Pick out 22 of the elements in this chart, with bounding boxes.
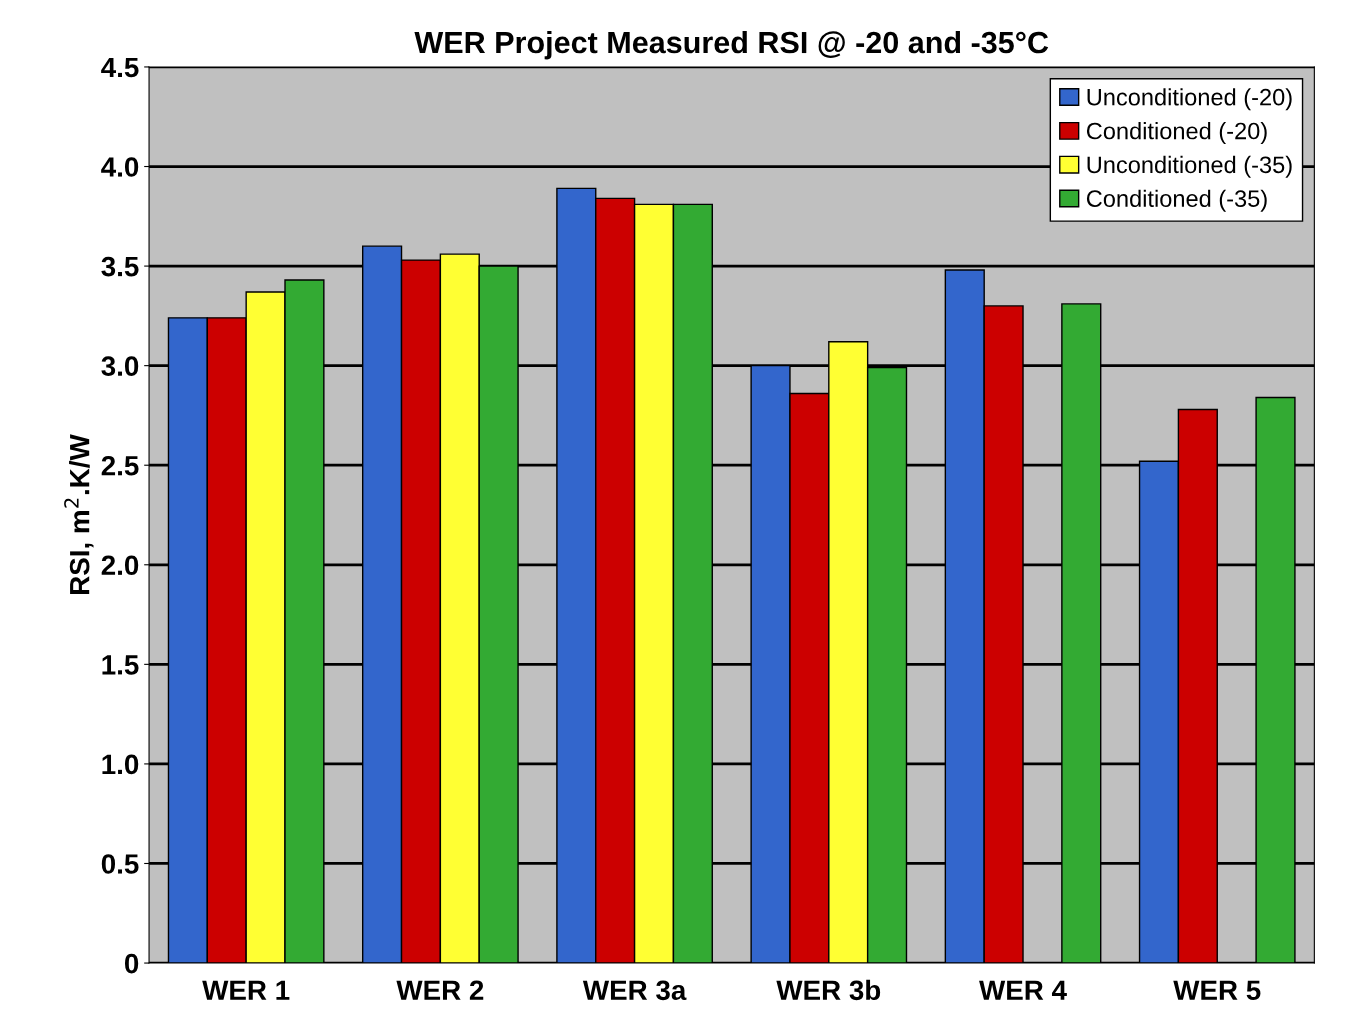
- legend-label: Conditioned (-35): [1086, 189, 1267, 212]
- x-tick-label: WER 2: [396, 980, 484, 1000]
- y-tick-label: 2.5: [101, 455, 139, 476]
- y-axis-title: RSI, m$^{2}$.K/W: [64, 434, 94, 594]
- y-tick-label: 3.5: [101, 256, 139, 277]
- legend-label: Unconditioned (-20): [1087, 88, 1292, 111]
- y-tick-label: 1.5: [102, 655, 139, 675]
- x-tick-label: WER 1: [202, 980, 290, 1000]
- x-tick-label: WER 5: [1173, 980, 1261, 1001]
- y-tick-label: 4.5: [101, 57, 139, 78]
- y-tick-label: 1.0: [102, 754, 139, 775]
- y-tick-label: 0: [124, 953, 139, 974]
- legend-label: Conditioned (-20): [1086, 122, 1267, 145]
- x-tick-label: WER 4: [979, 980, 1067, 1000]
- x-tick-label: WER 3b: [776, 979, 881, 1001]
- y-tick-label: 3.0: [101, 356, 139, 377]
- legend-label: Unconditioned (-35): [1087, 155, 1292, 178]
- chart-title: WER Project Measured RSI @ -20 and -35°C: [414, 30, 1049, 60]
- y-tick-label: 4.0: [101, 157, 139, 177]
- x-tick-label: WER 3a: [582, 980, 687, 1001]
- y-tick-label: 0.5: [101, 854, 139, 874]
- y-tick-label: 2.0: [101, 555, 139, 576]
